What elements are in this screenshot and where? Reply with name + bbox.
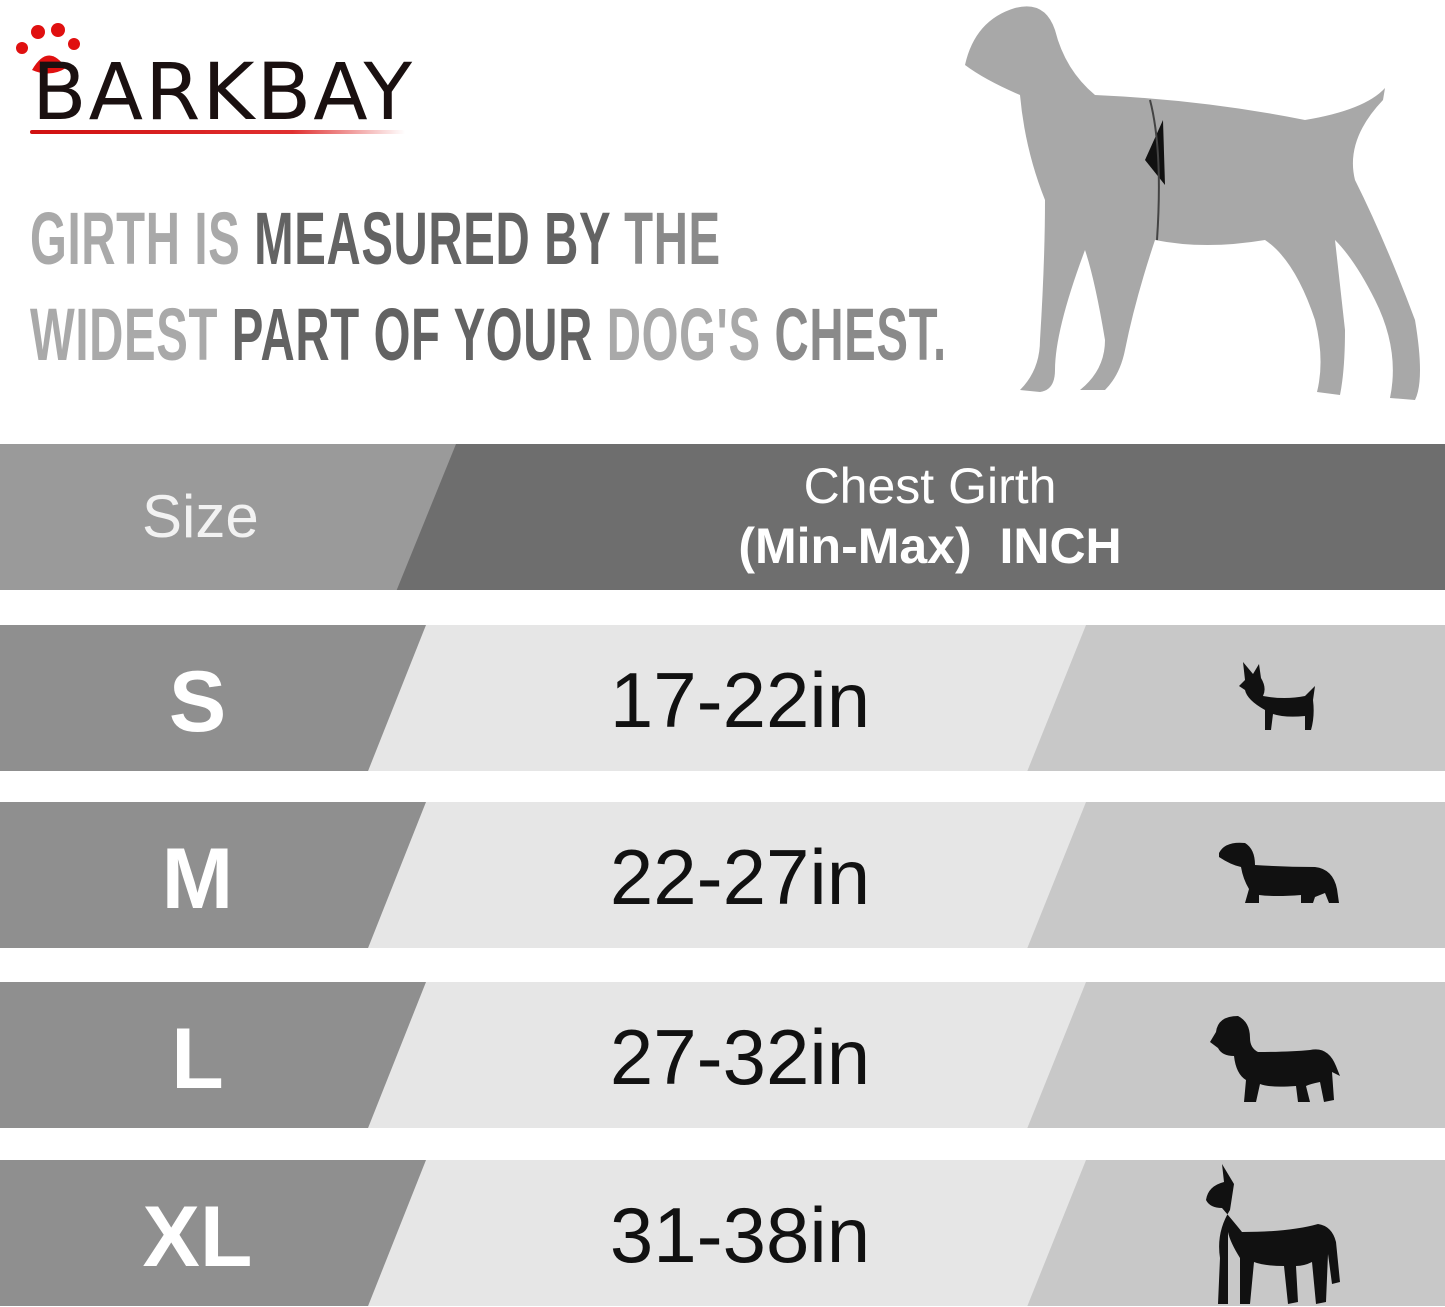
logo-text: BARKBAY <box>32 48 415 138</box>
paw-icon <box>16 23 80 74</box>
size-label: S <box>168 654 227 750</box>
headline-line-1: GIRTH IS MEASURED BY THE <box>30 196 721 281</box>
header-girth-unit: INCH <box>999 518 1122 574</box>
size-label: L <box>171 1011 224 1107</box>
chest-girth-range: 31-38in <box>609 1191 871 1279</box>
size-row-l: L 27-32in <box>0 982 1445 1128</box>
headline-line-2: WIDEST PART OF YOUR DOG'S CHEST. <box>30 292 947 377</box>
size-row-s: S 17-22in <box>0 625 1445 771</box>
header-girth-range: (Min-Max) <box>738 518 972 574</box>
headline-word-group: PART OF YOUR <box>231 293 607 376</box>
headline-word-group: GIRTH IS <box>30 197 255 280</box>
chest-girth-range: 27-32in <box>609 1013 871 1101</box>
brand-logo: BARKBAY <box>10 20 412 140</box>
size-label: XL <box>142 1189 253 1285</box>
table-header: Size Chest Girth (Min-Max) INCH <box>0 444 1445 590</box>
size-row-xl: XL 31-38in <box>0 1160 1445 1306</box>
headline-word-group: CHEST. <box>774 293 947 376</box>
size-row-m: M 22-27in <box>0 802 1445 948</box>
chest-girth-range: 22-27in <box>609 833 871 921</box>
chest-girth-range: 17-22in <box>609 656 871 744</box>
logo-underline <box>30 130 405 134</box>
header-chest-girth: Chest Girth (Min-Max) INCH <box>700 456 1160 576</box>
header-girth-title: Chest Girth <box>803 458 1057 514</box>
measuring-dog-illustration <box>965 6 1420 400</box>
headline-word-group: WIDEST <box>30 293 232 376</box>
headline-word-group: DOG'S <box>606 293 775 376</box>
headline-word-group: MEASURED BY <box>254 197 625 280</box>
header-size: Size <box>142 483 259 550</box>
size-label: M <box>161 831 234 927</box>
headline-word-group: THE <box>624 197 721 280</box>
